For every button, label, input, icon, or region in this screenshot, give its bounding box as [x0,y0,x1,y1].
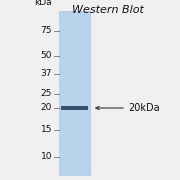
Text: Western Blot: Western Blot [72,5,144,15]
Bar [61,106,88,110]
Text: 10: 10 [41,152,52,161]
Text: kDa: kDa [35,0,52,7]
Text: 37: 37 [41,69,52,78]
Text: 20kDa: 20kDa [128,103,159,113]
Text: 50: 50 [41,51,52,60]
Text: 15: 15 [41,125,52,134]
Text: 25: 25 [41,89,52,98]
Bar [59,11,90,175]
Text: 20: 20 [41,103,52,112]
Text: 75: 75 [41,26,52,35]
